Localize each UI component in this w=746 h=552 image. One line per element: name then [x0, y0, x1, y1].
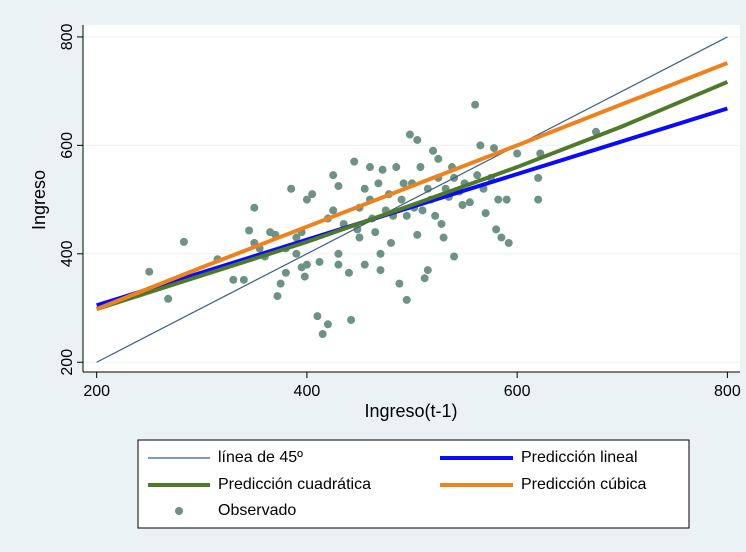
x-axis-label: Ingreso(t-1) — [364, 401, 457, 421]
point — [329, 171, 338, 180]
point — [313, 312, 322, 321]
point — [376, 266, 385, 275]
point — [350, 157, 359, 166]
point — [273, 292, 282, 301]
point — [334, 260, 343, 269]
point — [292, 233, 301, 242]
point — [300, 272, 309, 281]
point — [405, 130, 414, 139]
y-tick-label: 600 — [59, 132, 76, 159]
point — [292, 249, 301, 258]
point — [534, 173, 543, 182]
point — [490, 144, 499, 153]
point — [239, 275, 248, 284]
point — [420, 274, 429, 283]
point — [450, 252, 459, 261]
point — [334, 182, 343, 191]
point — [429, 146, 438, 155]
x-tick-label: 200 — [83, 383, 110, 400]
point — [413, 135, 422, 144]
point — [534, 195, 543, 204]
point — [229, 275, 238, 284]
point — [347, 315, 356, 324]
y-tick-label: 800 — [59, 23, 76, 50]
point — [302, 260, 311, 269]
y-axis-label: Ingreso — [29, 170, 49, 230]
point — [395, 279, 404, 288]
point — [431, 211, 440, 220]
point — [281, 268, 290, 277]
point — [308, 190, 317, 199]
point — [329, 206, 338, 215]
point — [355, 233, 364, 242]
point — [323, 320, 332, 329]
series-line — [96, 80, 729, 312]
point — [334, 249, 343, 258]
point — [497, 233, 506, 242]
point — [164, 294, 173, 303]
point — [397, 195, 406, 204]
point — [315, 257, 324, 266]
point — [179, 237, 188, 246]
x-tick-label: 600 — [504, 383, 531, 400]
point — [437, 219, 446, 228]
legend-label: Predicción cuadrática — [218, 476, 371, 493]
legend-swatch — [175, 507, 183, 515]
point — [471, 100, 480, 109]
point — [365, 163, 374, 172]
point — [434, 154, 443, 163]
point — [374, 179, 383, 188]
point — [344, 268, 353, 277]
legend-label: Predicción lineal — [521, 449, 638, 466]
point — [371, 228, 380, 237]
point — [473, 171, 482, 180]
point — [287, 184, 296, 193]
y-tick-label: 200 — [59, 349, 76, 376]
point — [504, 238, 513, 247]
point — [250, 203, 259, 212]
x-tick-label: 400 — [294, 383, 321, 400]
legend — [137, 439, 690, 529]
point — [387, 238, 396, 247]
point — [418, 206, 427, 215]
point — [376, 249, 385, 258]
point — [360, 260, 369, 269]
point — [416, 163, 425, 172]
point — [302, 195, 311, 204]
point — [402, 295, 411, 304]
plot-area — [83, 25, 740, 372]
legend-label: línea de 45º — [218, 449, 303, 466]
point — [276, 279, 285, 288]
point — [439, 233, 448, 242]
point — [378, 165, 387, 174]
point — [399, 179, 408, 188]
point — [392, 163, 401, 172]
point — [502, 195, 511, 204]
point — [492, 225, 501, 234]
point — [245, 226, 254, 235]
point — [458, 201, 467, 210]
legend-label: Observado — [218, 502, 296, 519]
point — [476, 141, 485, 150]
point — [318, 330, 327, 339]
series-line — [95, 61, 729, 311]
point — [413, 230, 422, 239]
point — [494, 195, 503, 204]
series-line — [96, 36, 728, 363]
point — [513, 149, 522, 158]
point — [402, 211, 411, 220]
point — [360, 184, 369, 193]
point — [481, 209, 490, 218]
legend-label: Predicción cúbica — [521, 476, 647, 493]
y-tick-label: 400 — [59, 240, 76, 267]
x-tick-label: 800 — [714, 383, 741, 400]
point — [145, 267, 154, 276]
point — [423, 266, 432, 275]
point — [465, 198, 474, 207]
